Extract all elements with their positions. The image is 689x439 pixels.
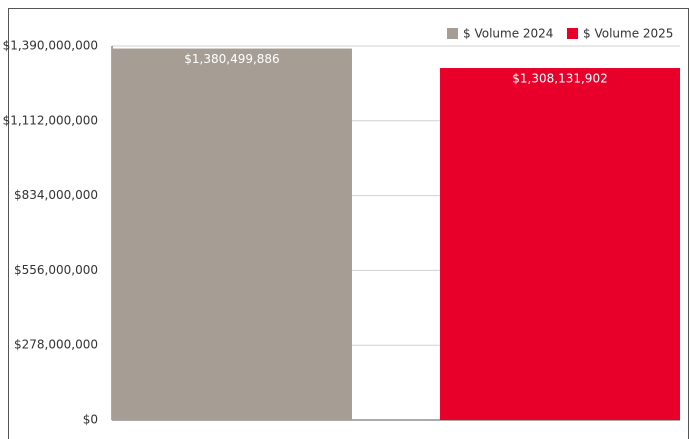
legend-label: $ Volume 2025 [583,27,673,41]
y-tick-label: $1,390,000,000 [3,39,98,53]
y-tick-label: $834,000,000 [14,188,98,202]
bar [440,68,680,420]
y-tick-label: $278,000,000 [14,338,98,352]
legend-swatch [447,28,458,39]
legend-label: $ Volume 2024 [463,27,553,41]
y-tick-label: $1,112,000,000 [3,113,98,127]
value-label: $1,380,499,886 [184,52,279,66]
y-tick-label: $556,000,000 [14,263,98,277]
legend-swatch [567,28,578,39]
bar [112,48,352,420]
y-tick-label: $0 [83,413,98,427]
value-label: $1,308,131,902 [512,72,607,86]
